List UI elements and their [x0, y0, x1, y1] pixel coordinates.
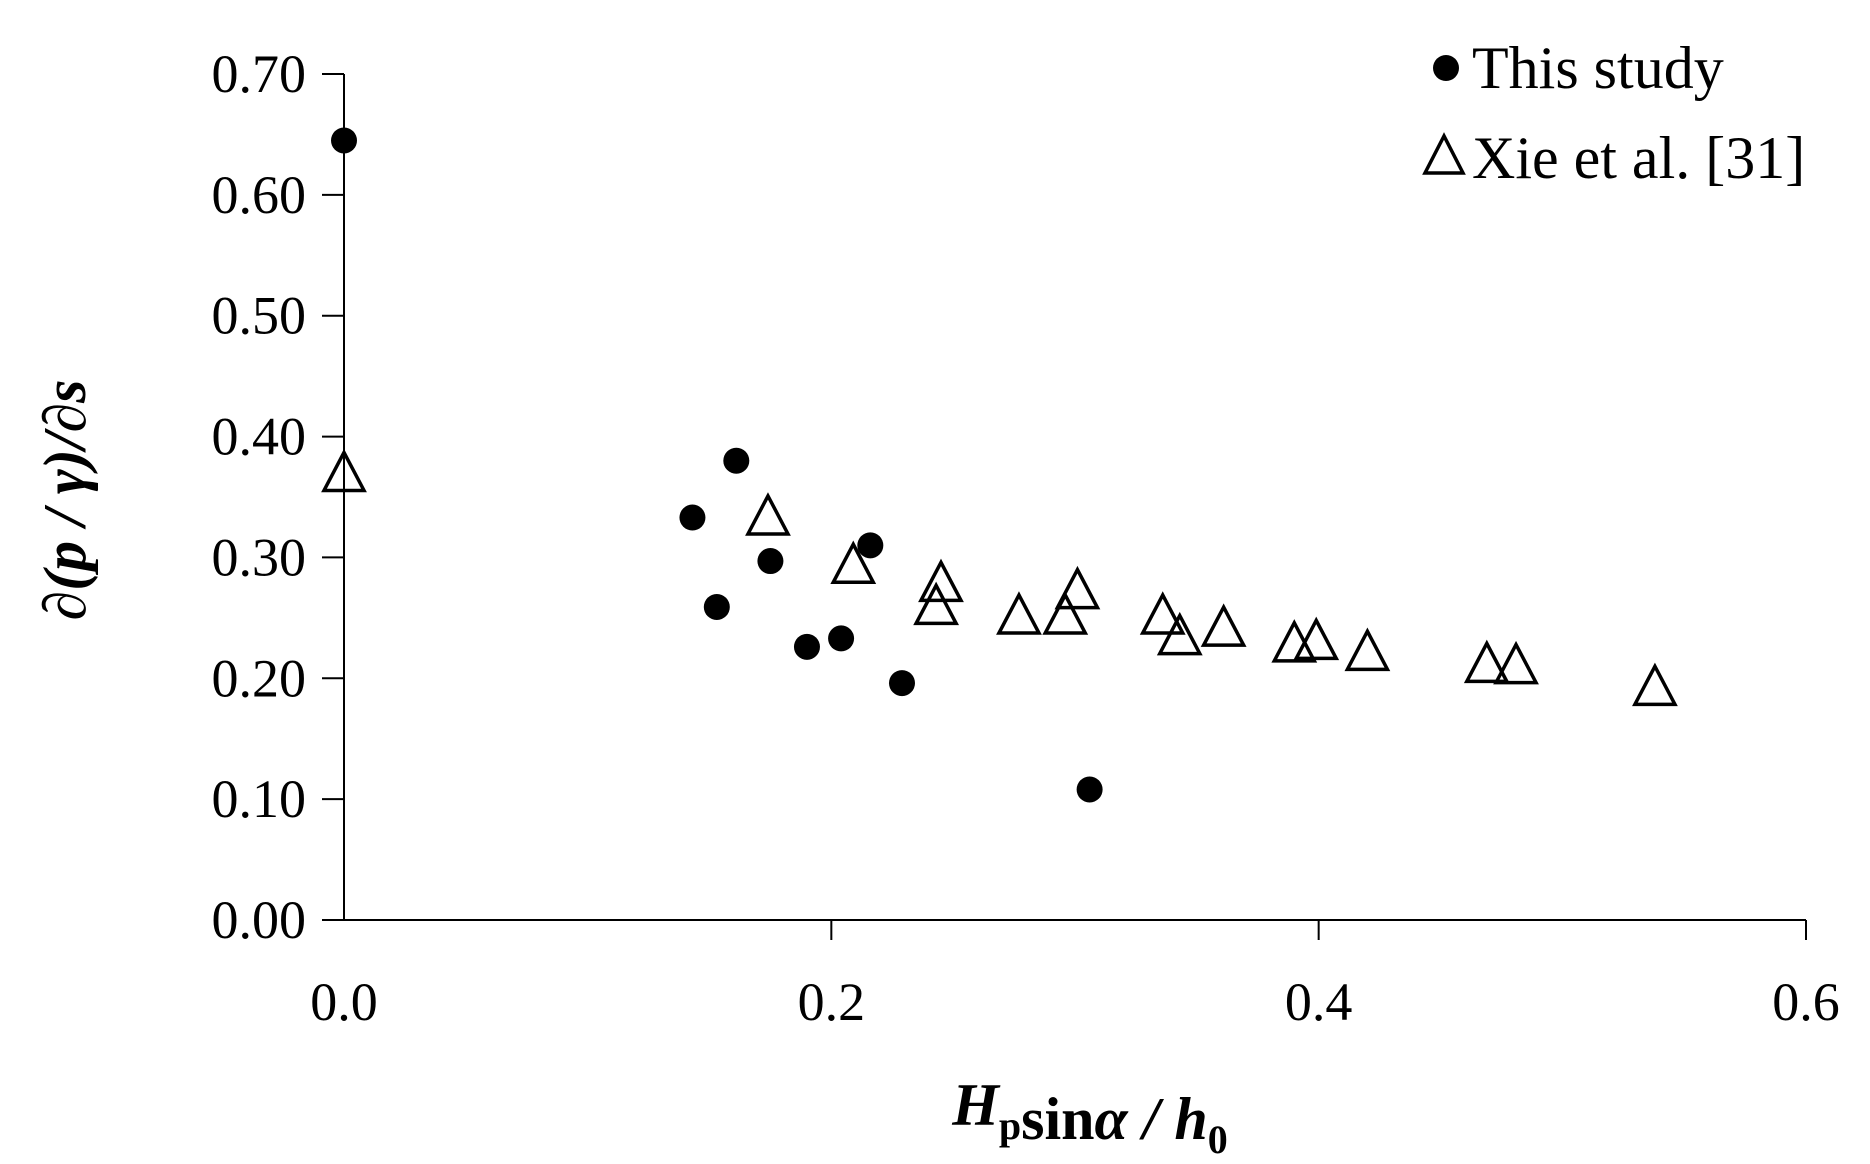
point-this-study: [723, 447, 750, 474]
point-xie-et-al: [321, 448, 367, 493]
x-tick-label: 0.6: [1772, 972, 1840, 1032]
x-axis-title-part: sin: [1021, 1086, 1094, 1152]
y-tick-label: 0.00: [212, 890, 307, 950]
point-this-study: [703, 593, 730, 620]
y-tick-label: 0.20: [212, 648, 307, 708]
point-xie-et-al: [996, 591, 1042, 635]
legend-label-xie-et-al: Xie et al. [31]: [1472, 125, 1805, 191]
y-tick-label: 0.70: [212, 44, 307, 104]
point-xie-et-al: [745, 492, 791, 536]
point-xie-et-al: [1054, 565, 1101, 610]
point-this-study: [857, 532, 884, 559]
legend-marker-open-triangle: [1422, 132, 1466, 175]
point-xie-et-al: [1293, 616, 1340, 661]
point-xie-et-al: [1463, 639, 1510, 684]
x-tick-label: 0.4: [1285, 972, 1353, 1032]
y-ticks: 0.00 0.10 0.20 0.30 0.40 0.50 0.60 0.70: [212, 44, 344, 950]
point-xie-et-al: [1042, 591, 1089, 635]
point-this-study: [331, 127, 357, 154]
point-xie-et-al: [1344, 627, 1391, 672]
point-this-study: [793, 633, 820, 660]
point-xie-et-al: [918, 558, 964, 603]
legend-item-this-study: This study: [1433, 35, 1724, 101]
point-xie-et-al: [1271, 619, 1318, 663]
point-xie-et-al: [830, 540, 877, 585]
legend-label-this-study: This study: [1472, 35, 1724, 101]
x-axis-title-part: 0: [1208, 1117, 1228, 1162]
point-xie-et-al: [1156, 611, 1203, 656]
point-xie-et-al: [1200, 603, 1247, 647]
point-xie-et-al: [913, 581, 960, 626]
x-tick-label: 0.2: [798, 972, 866, 1032]
data-points: [321, 127, 1678, 803]
axes: [322, 74, 1806, 921]
x-axis-title-part: α / h: [1095, 1086, 1208, 1152]
point-this-study: [679, 504, 706, 531]
y-tick-label: 0.10: [212, 769, 307, 829]
y-tick-label: 0.40: [212, 407, 307, 467]
point-this-study: [1076, 776, 1103, 803]
point-xie-et-al: [1493, 640, 1539, 685]
legend-marker-filled-circle: [1433, 55, 1459, 81]
y-tick-label: 0.60: [212, 165, 307, 225]
point-xie-et-al: [1632, 662, 1678, 707]
y-tick-label: 0.50: [212, 286, 307, 346]
y-axis-title: ∂(p / γ)/∂s: [32, 380, 98, 621]
x-axis-title: Hpsinα / h0: [951, 1072, 1228, 1162]
point-this-study: [757, 548, 784, 575]
y-tick-label: 0.30: [212, 527, 307, 587]
point-this-study: [888, 670, 915, 697]
x-axis-title-part: p: [999, 1103, 1021, 1148]
legend-item-xie-et-al: Xie et al. [31]: [1422, 125, 1805, 191]
x-tick-label: 0.0: [310, 972, 378, 1032]
point-this-study: [828, 625, 855, 652]
legend: This study Xie et al. [31]: [1422, 35, 1805, 191]
point-xie-et-al: [1139, 591, 1186, 635]
x-ticks: 0.0 0.2 0.4 0.6: [310, 920, 1840, 1032]
x-axis-title-part: H: [951, 1072, 1001, 1138]
